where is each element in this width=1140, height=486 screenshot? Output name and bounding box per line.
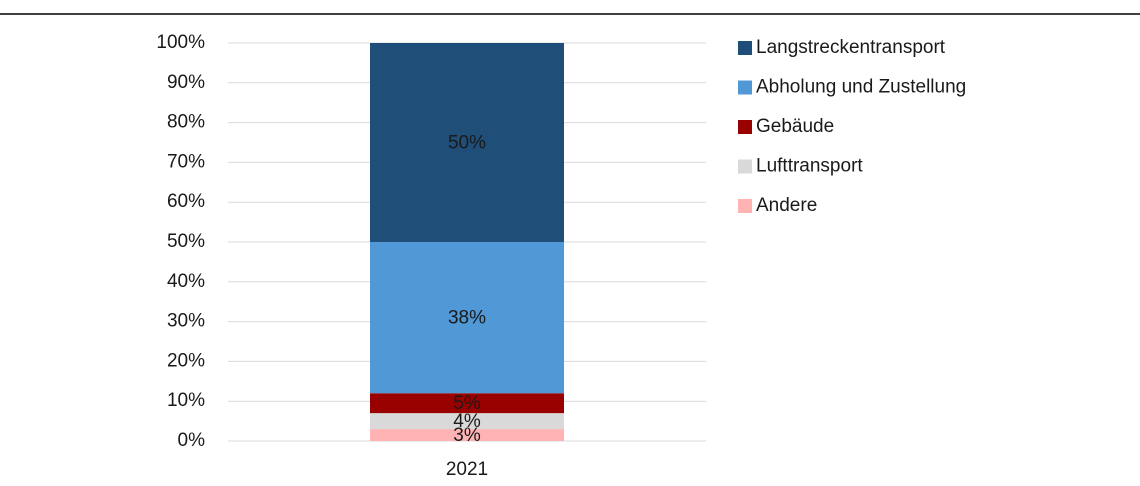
- y-tick-label: 10%: [167, 390, 205, 411]
- y-tick-label: 50%: [167, 231, 205, 252]
- legend-label: Abholung und Zustellung: [756, 77, 966, 98]
- y-tick-label: 90%: [167, 72, 205, 93]
- bar-segment: [370, 242, 564, 394]
- bar-segment: [370, 43, 564, 242]
- legend-swatch: [738, 41, 752, 55]
- legend-label: Lufttransport: [756, 156, 863, 177]
- x-tick-label: 2021: [446, 459, 488, 480]
- y-tick-label: 80%: [167, 112, 205, 133]
- bar-segment: [370, 393, 564, 414]
- legend-swatch: [738, 199, 752, 213]
- value-label: 50%: [448, 133, 486, 154]
- y-tick-label: 20%: [167, 350, 205, 371]
- y-tick-label: 0%: [178, 430, 206, 451]
- legend-label: Andere: [756, 195, 817, 216]
- bar-segment: [370, 429, 564, 441]
- y-tick-label: 30%: [167, 311, 205, 332]
- y-tick-label: 60%: [167, 191, 205, 212]
- legend-label: Gebäude: [756, 116, 834, 137]
- legend-swatch: [738, 120, 752, 134]
- legend-swatch: [738, 80, 752, 95]
- value-label: 5%: [453, 393, 481, 414]
- y-tick-label: 70%: [167, 151, 205, 172]
- y-tick-label: 40%: [167, 271, 205, 292]
- value-label: 4%: [453, 411, 481, 432]
- value-label: 3%: [453, 425, 481, 446]
- y-tick-label: 100%: [156, 32, 205, 53]
- bar-segment: [370, 413, 564, 430]
- value-label: 38%: [448, 308, 486, 329]
- legend-label: Langstreckentransport: [756, 37, 946, 58]
- legend-swatch: [738, 159, 752, 174]
